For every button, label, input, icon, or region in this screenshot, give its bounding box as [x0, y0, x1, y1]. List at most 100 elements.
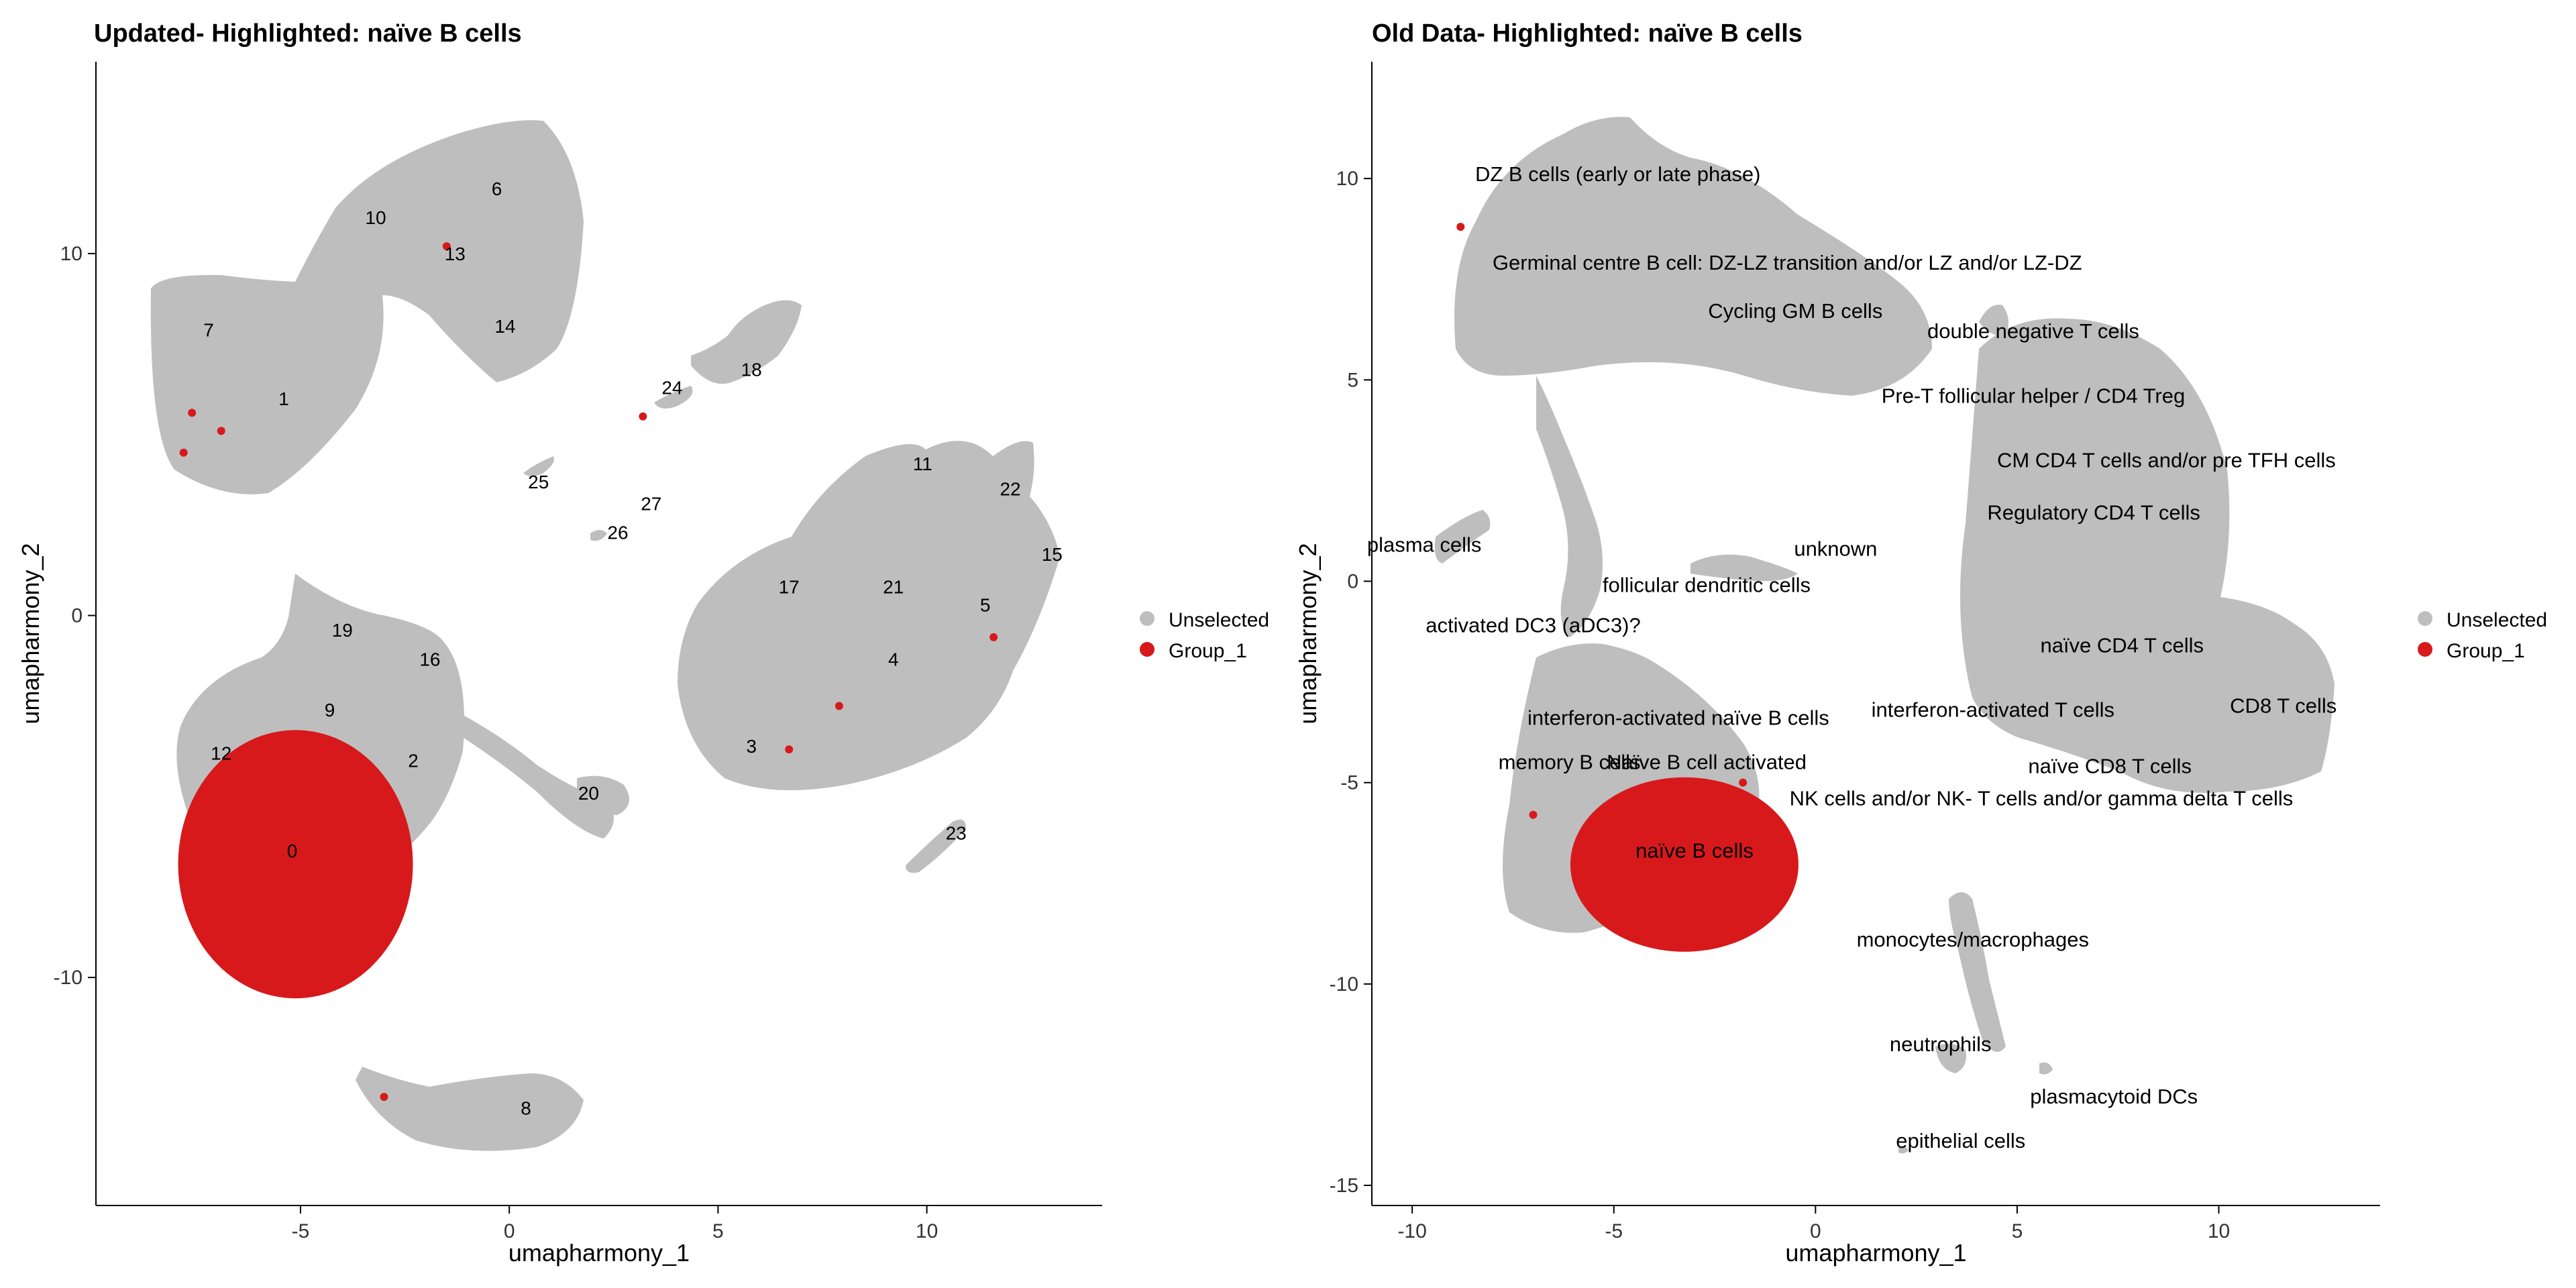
- cluster-label: Regulatory CD4 T cells: [1987, 500, 2200, 524]
- cell-cloud-18: [691, 300, 802, 384]
- highlighted-cell-point: [1739, 778, 1748, 787]
- cluster-label: neutrophils: [1890, 1032, 1992, 1056]
- x-tick-label: -10: [1397, 1220, 1426, 1242]
- legend-swatch-group: [1140, 642, 1155, 657]
- cell-cloud-t-cells: [678, 441, 1060, 790]
- cell-cloud-pdc: [2039, 1062, 2053, 1075]
- cluster-label: 26: [607, 522, 628, 543]
- legend-label-unselected: Unselected: [1169, 609, 1269, 631]
- cluster-label: CD8 T cells: [2230, 694, 2337, 718]
- cluster-label: 15: [1042, 544, 1063, 565]
- highlighted-cell-point: [442, 242, 451, 251]
- y-tick-label: -15: [1330, 1175, 1358, 1197]
- cluster-label: 19: [332, 620, 353, 641]
- x-tick-label: 10: [2208, 1220, 2230, 1242]
- cell-cloud-unknown: [1690, 554, 1798, 582]
- x-ticks: -5 0 5 10: [292, 1205, 938, 1242]
- y-tick-label: -10: [54, 967, 83, 989]
- cluster-label: 18: [741, 360, 762, 380]
- legend-swatch-group: [2418, 642, 2432, 657]
- cluster-label: 23: [946, 822, 967, 843]
- x-axis-label: umapharmony_1: [1785, 1239, 1966, 1267]
- highlighted-cell-point: [989, 633, 998, 641]
- y-tick-label: 0: [71, 605, 83, 627]
- highlighted-cell-point: [217, 427, 225, 435]
- highlighted-cell-point: [639, 412, 647, 421]
- highlighted-cell-group: [1570, 777, 1799, 952]
- x-tick-label: 5: [712, 1220, 724, 1242]
- cell-cloud-plasma: [1434, 510, 1491, 564]
- cluster-label: plasma cells: [1367, 533, 1482, 556]
- cluster-labels: 0123456789101112131415161718192021222324…: [203, 178, 1063, 1118]
- legend: Unselected Group_1: [2418, 609, 2547, 662]
- cluster-label: Germinal centre B cell: DZ-LZ transition…: [1493, 251, 2082, 274]
- cluster-label: plasmacytoid DCs: [2030, 1085, 2198, 1108]
- cell-cloud-bridge: [443, 704, 614, 839]
- y-axis-label: umapharmony_2: [17, 543, 44, 724]
- cluster-label: memory B cells: [1499, 751, 1641, 774]
- cell-cloud-dc-stalk: [1536, 376, 1603, 637]
- cluster-label: DZ B cells (early or late phase): [1475, 162, 1761, 186]
- x-tick-label: 0: [504, 1220, 515, 1242]
- cell-cloud-t-cells: [1960, 318, 2334, 794]
- cluster-label: 8: [521, 1097, 531, 1118]
- x-ticks: -10 -5 0 5 10: [1397, 1205, 2230, 1242]
- cluster-label: monocytes/macrophages: [1857, 928, 2089, 951]
- cluster-label: unknown: [1794, 537, 1877, 560]
- cell-cloud-b-cell-germinal: [1454, 117, 1932, 396]
- cell-cloud-8: [356, 1067, 584, 1151]
- cluster-label: 3: [746, 736, 757, 757]
- y-tick-label: 5: [1347, 369, 1358, 391]
- cluster-label: 13: [445, 244, 466, 264]
- y-tick-label: -5: [1340, 772, 1358, 794]
- x-axis-label: umapharmony_1: [508, 1239, 690, 1267]
- cell-cloud-dn-t: [1979, 305, 2008, 336]
- cluster-label: 7: [203, 319, 214, 340]
- cluster-label: 12: [211, 743, 231, 764]
- legend: Unselected Group_1: [1140, 609, 1269, 662]
- highlighted-cell-point: [188, 409, 197, 417]
- cluster-label: interferon-activated T cells: [1872, 698, 2114, 722]
- highlighted-cell-point: [1529, 810, 1538, 819]
- cell-cloud-20: [577, 775, 629, 815]
- cluster-label: 16: [419, 649, 440, 669]
- y-tick-label: 10: [1336, 168, 1358, 190]
- legend-label-group: Group_1: [2447, 640, 2525, 662]
- highlighted-cell-point: [179, 448, 188, 457]
- umap-panel-updated: Updated- Highlighted: naïve B cells -5 0 5…: [17, 19, 1269, 1267]
- cluster-label: epithelial cells: [1896, 1129, 2025, 1152]
- cluster-label: 25: [528, 472, 549, 492]
- y-tick-label: -10: [1330, 973, 1358, 996]
- cluster-label: Naïve B cell activated: [1607, 751, 1807, 774]
- highlighted-cell-point: [380, 1093, 388, 1102]
- umap-panel-old: Old Data- Highlighted: naïve B cells -10…: [1294, 19, 2547, 1267]
- highlighted-cell-point: [1456, 223, 1465, 231]
- cluster-label: 1: [278, 388, 289, 409]
- cluster-label: naïve CD4 T cells: [2040, 634, 2204, 657]
- cluster-markers: [178, 242, 998, 1102]
- cluster-label: naïve CD8 T cells: [2028, 755, 2192, 778]
- cell-cloud-23: [906, 819, 966, 873]
- cluster-markers: [1456, 223, 1799, 952]
- cluster-label: 2: [408, 750, 419, 771]
- legend-label-group: Group_1: [1169, 640, 1247, 662]
- legend-swatch-unselected: [2418, 611, 2432, 626]
- cluster-labels: DZ B cells (early or late phase) Germinal…: [1367, 162, 2337, 1152]
- y-ticks: -15 -10 -5 0 5 10: [1330, 168, 1372, 1197]
- cluster-label: naïve B cells: [1635, 839, 1754, 863]
- cluster-label: 0: [287, 841, 298, 861]
- cluster-label: 24: [661, 378, 682, 398]
- cluster-label: 9: [325, 700, 335, 720]
- cell-cloud-b-cell-germinal: [150, 120, 584, 494]
- cluster-label: NK cells and/or NK- T cells and/or gamma…: [1790, 787, 2294, 810]
- cluster-label: 14: [494, 316, 515, 337]
- axes: -10 -5 0 5 10 -15 -10 -5 0 5 10 umapharmony_1 uma…: [1294, 62, 2380, 1267]
- cell-cloud-monocytes: [1949, 892, 2006, 1052]
- cluster-label: follicular dendritic cells: [1603, 573, 1811, 596]
- highlighted-cell-group: [178, 730, 413, 999]
- panel-title: Updated- Highlighted: naïve B cells: [94, 19, 522, 48]
- legend-label-unselected: Unselected: [2447, 609, 2547, 631]
- cell-cloud-24: [654, 386, 693, 409]
